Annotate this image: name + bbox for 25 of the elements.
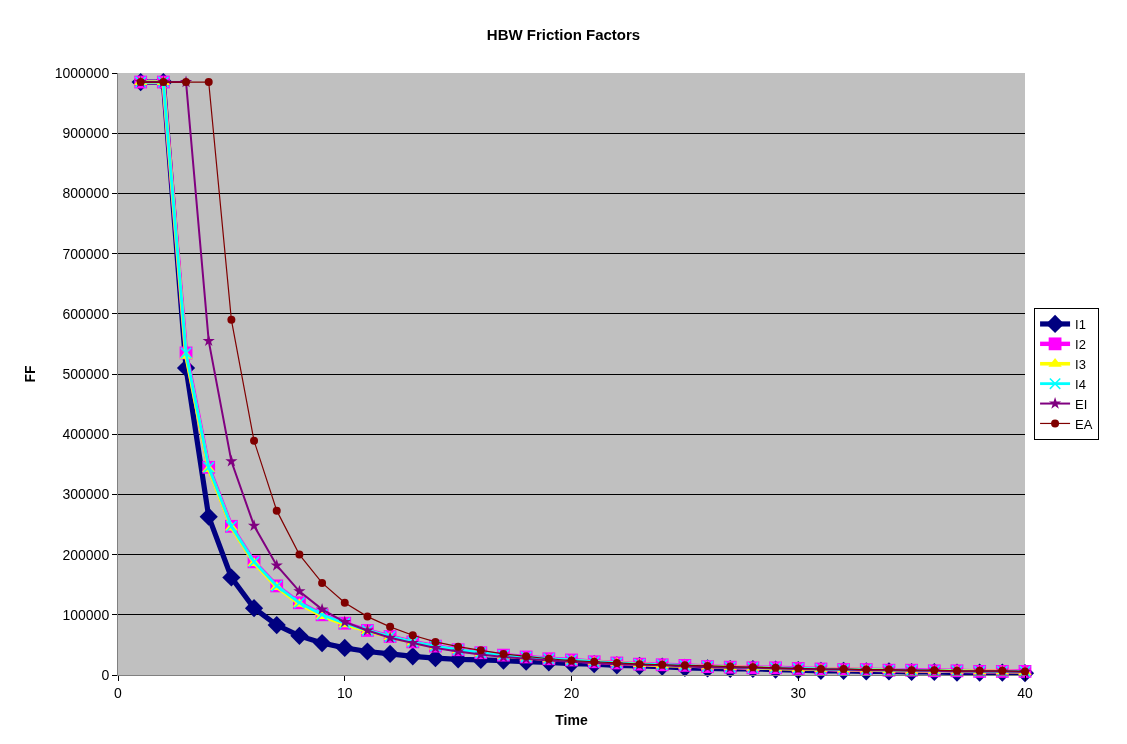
y-tick-label: 400000 [62, 426, 110, 443]
legend-label: EA [1075, 416, 1093, 432]
y-tick-label: 100000 [62, 606, 110, 623]
y-tick-label: 0 [101, 666, 110, 683]
x-tick-label: 30 [790, 684, 807, 701]
x-tick-label: 40 [1017, 684, 1033, 701]
legend-label: I2 [1075, 336, 1086, 352]
y-tick-label: 900000 [62, 125, 110, 142]
y-tick-label: 1000000 [54, 64, 110, 81]
chart-title: HBW Friction Factors [486, 26, 641, 44]
y-axis-title: FF [22, 365, 39, 383]
x-tick-label: 10 [336, 684, 353, 701]
legend-label: I1 [1075, 317, 1086, 333]
y-tick-label: 800000 [62, 185, 110, 202]
x-tick-label: 0 [114, 684, 123, 701]
y-tick-label: 600000 [62, 305, 110, 322]
legend-label: I4 [1075, 376, 1086, 392]
y-tick-label: 200000 [62, 546, 110, 563]
x-tick-label: 20 [563, 684, 580, 701]
y-tick-label: 700000 [62, 245, 110, 262]
y-tick-label: 500000 [62, 365, 110, 382]
y-tick-label: 300000 [62, 486, 110, 503]
legend-label: I3 [1075, 356, 1086, 372]
x-axis-title: Time [555, 712, 588, 729]
legend-label: EI [1075, 396, 1088, 412]
